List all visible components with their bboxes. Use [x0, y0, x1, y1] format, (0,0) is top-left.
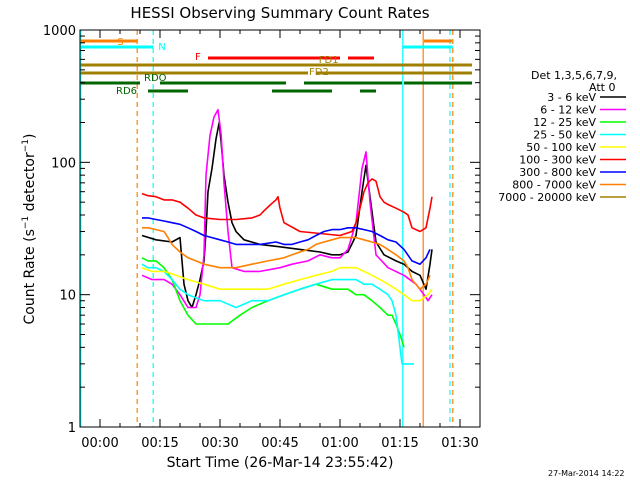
series-line-3: [141, 263, 414, 365]
x-tick-label-3: 00:45: [261, 436, 298, 451]
x-axis-label: Start Time (26-Mar-14 23:55:42): [167, 455, 394, 471]
x-tick-label-1: 00:15: [141, 436, 178, 451]
series-line-1: [141, 108, 433, 309]
x-tick-label-2: 00:30: [201, 436, 238, 451]
legend-label-6: 300 - 800 keV: [519, 166, 596, 179]
legend-label-3: 25 - 50 keV: [533, 129, 596, 142]
x-tick-label-0: 00:00: [81, 436, 118, 451]
legend-header-1: Att 0: [589, 81, 615, 94]
series-lines: [141, 108, 433, 365]
flag-label-fd2: FD2: [309, 67, 329, 78]
series-line-5: [141, 178, 433, 237]
x-tick-label-4: 01:00: [321, 436, 358, 451]
legend-label-4: 50 - 100 keV: [526, 141, 596, 154]
flag-label-rd6: RD6: [116, 86, 137, 97]
y-tick-label-3: 1000: [43, 24, 76, 39]
flag-label-rdo: RDO: [144, 73, 167, 84]
chart-title: HESSI Observing Summary Count Rates: [130, 4, 429, 22]
legend-label-0: 3 - 6 keV: [547, 91, 596, 104]
flag-label-n: N: [158, 42, 165, 53]
y-axis-ticks: 1 10 100 1000: [43, 24, 480, 436]
y-axis-label: Count Rate (s−1 detector−1): [21, 134, 38, 325]
series-line-4: [141, 266, 433, 302]
legend-header-0: Det 1,3,5,6,7,9,: [531, 69, 617, 82]
series-line-6: [142, 217, 431, 266]
legend-label-2: 12 - 25 keV: [533, 116, 596, 129]
date-stamp: 27-Mar-2014 14:22: [548, 469, 625, 478]
legend-label-1: 6 - 12 keV: [540, 104, 596, 117]
y-tick-label-0: 1: [68, 421, 76, 436]
x-axis-ticks: 00:00 00:15 00:30 00:45 01:00 01:15 01:30: [81, 30, 479, 451]
y-tick-label-1: 10: [59, 289, 76, 304]
flag-label-fd1: FD1: [319, 55, 339, 66]
legend-label-8: 7000 - 20000 keV: [498, 191, 596, 204]
legend-label-5: 100 - 300 keV: [519, 154, 596, 167]
x-tick-label-6: 01:30: [441, 436, 478, 451]
flag-label-s: S: [117, 37, 123, 48]
series-line-0: [141, 121, 433, 309]
flag-label-f: F: [195, 52, 201, 63]
x-tick-label-5: 01:15: [381, 436, 418, 451]
y-tick-label-2: 100: [51, 156, 76, 171]
legend-label-7: 800 - 7000 keV: [512, 179, 596, 192]
series-line-7: [142, 227, 431, 291]
